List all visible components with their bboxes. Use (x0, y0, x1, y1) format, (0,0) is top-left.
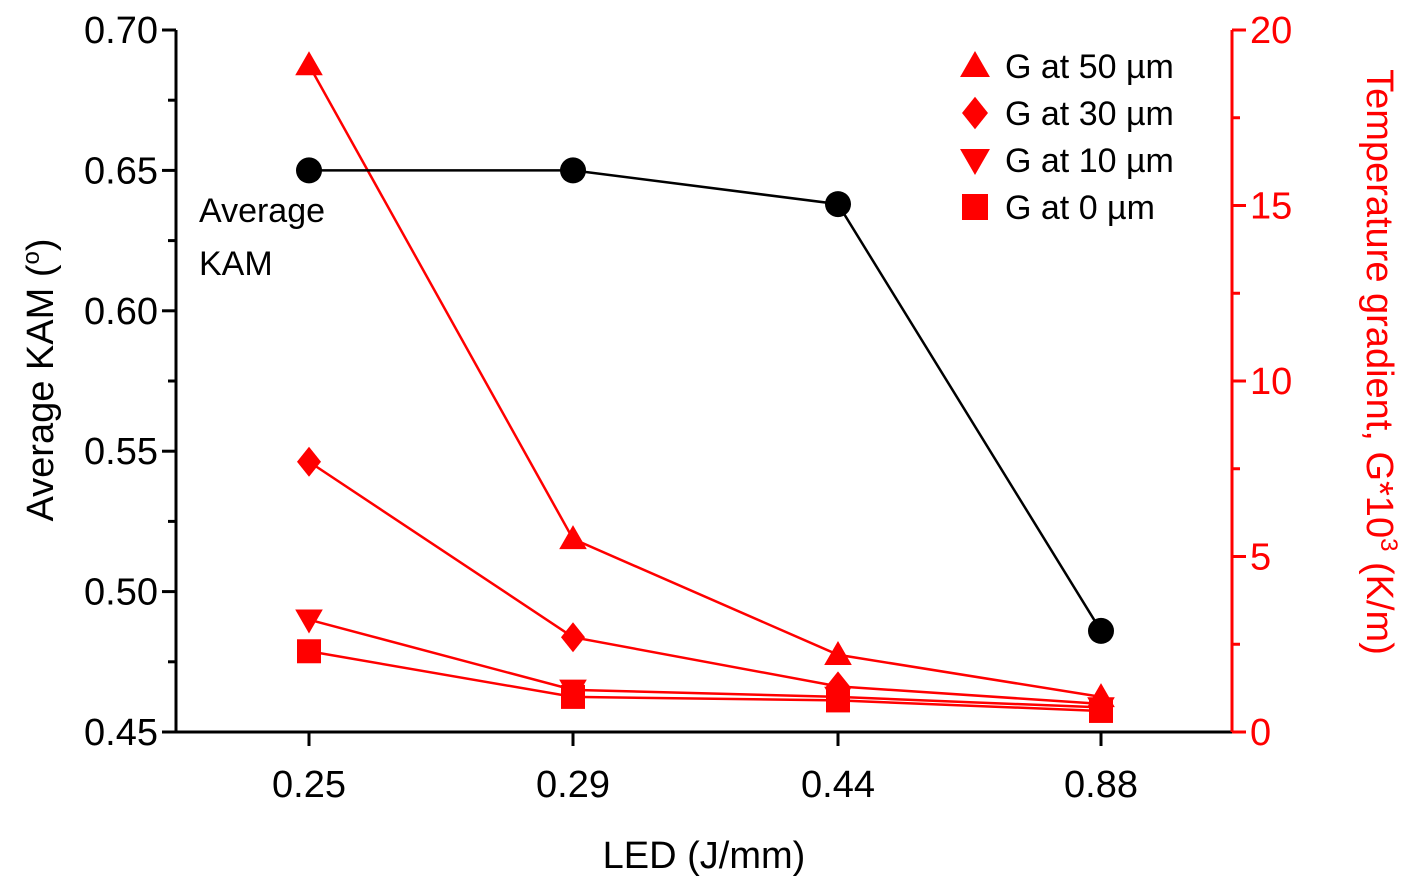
series-0-point-0 (295, 51, 323, 76)
kam-point-3 (1088, 617, 1114, 644)
series-line-0 (307, 64, 1102, 699)
kam-point-0 (296, 157, 322, 184)
x-tick-label-0.88: 0.88 (1064, 764, 1138, 806)
series-1-point-1 (561, 622, 585, 653)
series-3-point-0 (297, 639, 321, 664)
legend-marker-0 (960, 51, 990, 78)
right-tick-label-15: 15 (1250, 186, 1292, 228)
left-axis-title-sup: o (18, 251, 45, 264)
legend-label-0: G at 50 µm (1005, 48, 1174, 86)
annotation-line-1: Average (199, 192, 325, 230)
series-1-point-0 (297, 446, 321, 477)
x-tick-label-0.29: 0.29 (536, 764, 610, 806)
x-tick-label-0.25: 0.25 (272, 764, 346, 806)
series-0-point-1 (559, 525, 587, 550)
right-axis-title-end: (K/m) (1358, 551, 1400, 654)
left-axis-title: Average KAM (o) (18, 239, 62, 522)
left-tick-label-0.70: 0.70 (84, 10, 158, 52)
series-lines (307, 64, 1103, 713)
series-line-3 (308, 650, 1102, 713)
right-tick-label-5: 5 (1250, 537, 1271, 579)
axes: 0.45 0.50 0.55 0.60 0.65 0.70 0.25 0.29 0.44 0.88… (18, 10, 1402, 877)
right-tick-label-10: 10 (1250, 361, 1292, 403)
series-line-1 (308, 460, 1102, 706)
right-axis-title-main: Temperature gradient, G*10 (1358, 69, 1400, 538)
series-0-point-2 (824, 640, 852, 665)
right-tick-label-20: 20 (1250, 10, 1292, 52)
left-tick-label-0.65: 0.65 (84, 150, 158, 192)
legend: G at 50 µm G at 30 µm G at 10 µm G at 0 µm (960, 48, 1174, 227)
legend-marker-2 (960, 148, 990, 175)
legend-marker-3 (962, 194, 988, 220)
right-tick-label-0: 0 (1250, 712, 1271, 754)
kam-line (309, 169, 1103, 632)
series-line-2 (308, 618, 1102, 709)
left-axis-title-end: ) (20, 239, 62, 252)
legend-label-3: G at 0 µm (1005, 189, 1155, 227)
series-2-point-0 (295, 609, 323, 634)
legend-marker-1 (962, 96, 988, 130)
legend-label-1: G at 30 µm (1005, 95, 1174, 133)
left-tick-label-0.45: 0.45 (84, 712, 158, 754)
left-tick-label-0.50: 0.50 (84, 572, 158, 614)
right-axis-title: Temperature gradient, G*103 (K/m) (1358, 69, 1402, 655)
left-tick-label-0.55: 0.55 (84, 431, 158, 473)
series-3-point-1 (561, 684, 585, 709)
kam-point-1 (560, 157, 586, 184)
x-tick-label-0.44: 0.44 (801, 764, 875, 806)
series-markers (295, 51, 1115, 723)
right-axis-title-sup: 3 (1375, 538, 1402, 551)
annotation-line-2: KAM (199, 245, 273, 283)
kam-point-2 (825, 191, 851, 218)
left-axis-title-main: Average KAM ( (20, 264, 62, 521)
left-tick-label-0.60: 0.60 (84, 291, 158, 333)
x-axis-title: LED (J/mm) (603, 835, 806, 877)
legend-label-2: G at 10 µm (1005, 142, 1174, 180)
series-3-point-2 (826, 688, 850, 713)
series-3-point-3 (1089, 698, 1113, 723)
